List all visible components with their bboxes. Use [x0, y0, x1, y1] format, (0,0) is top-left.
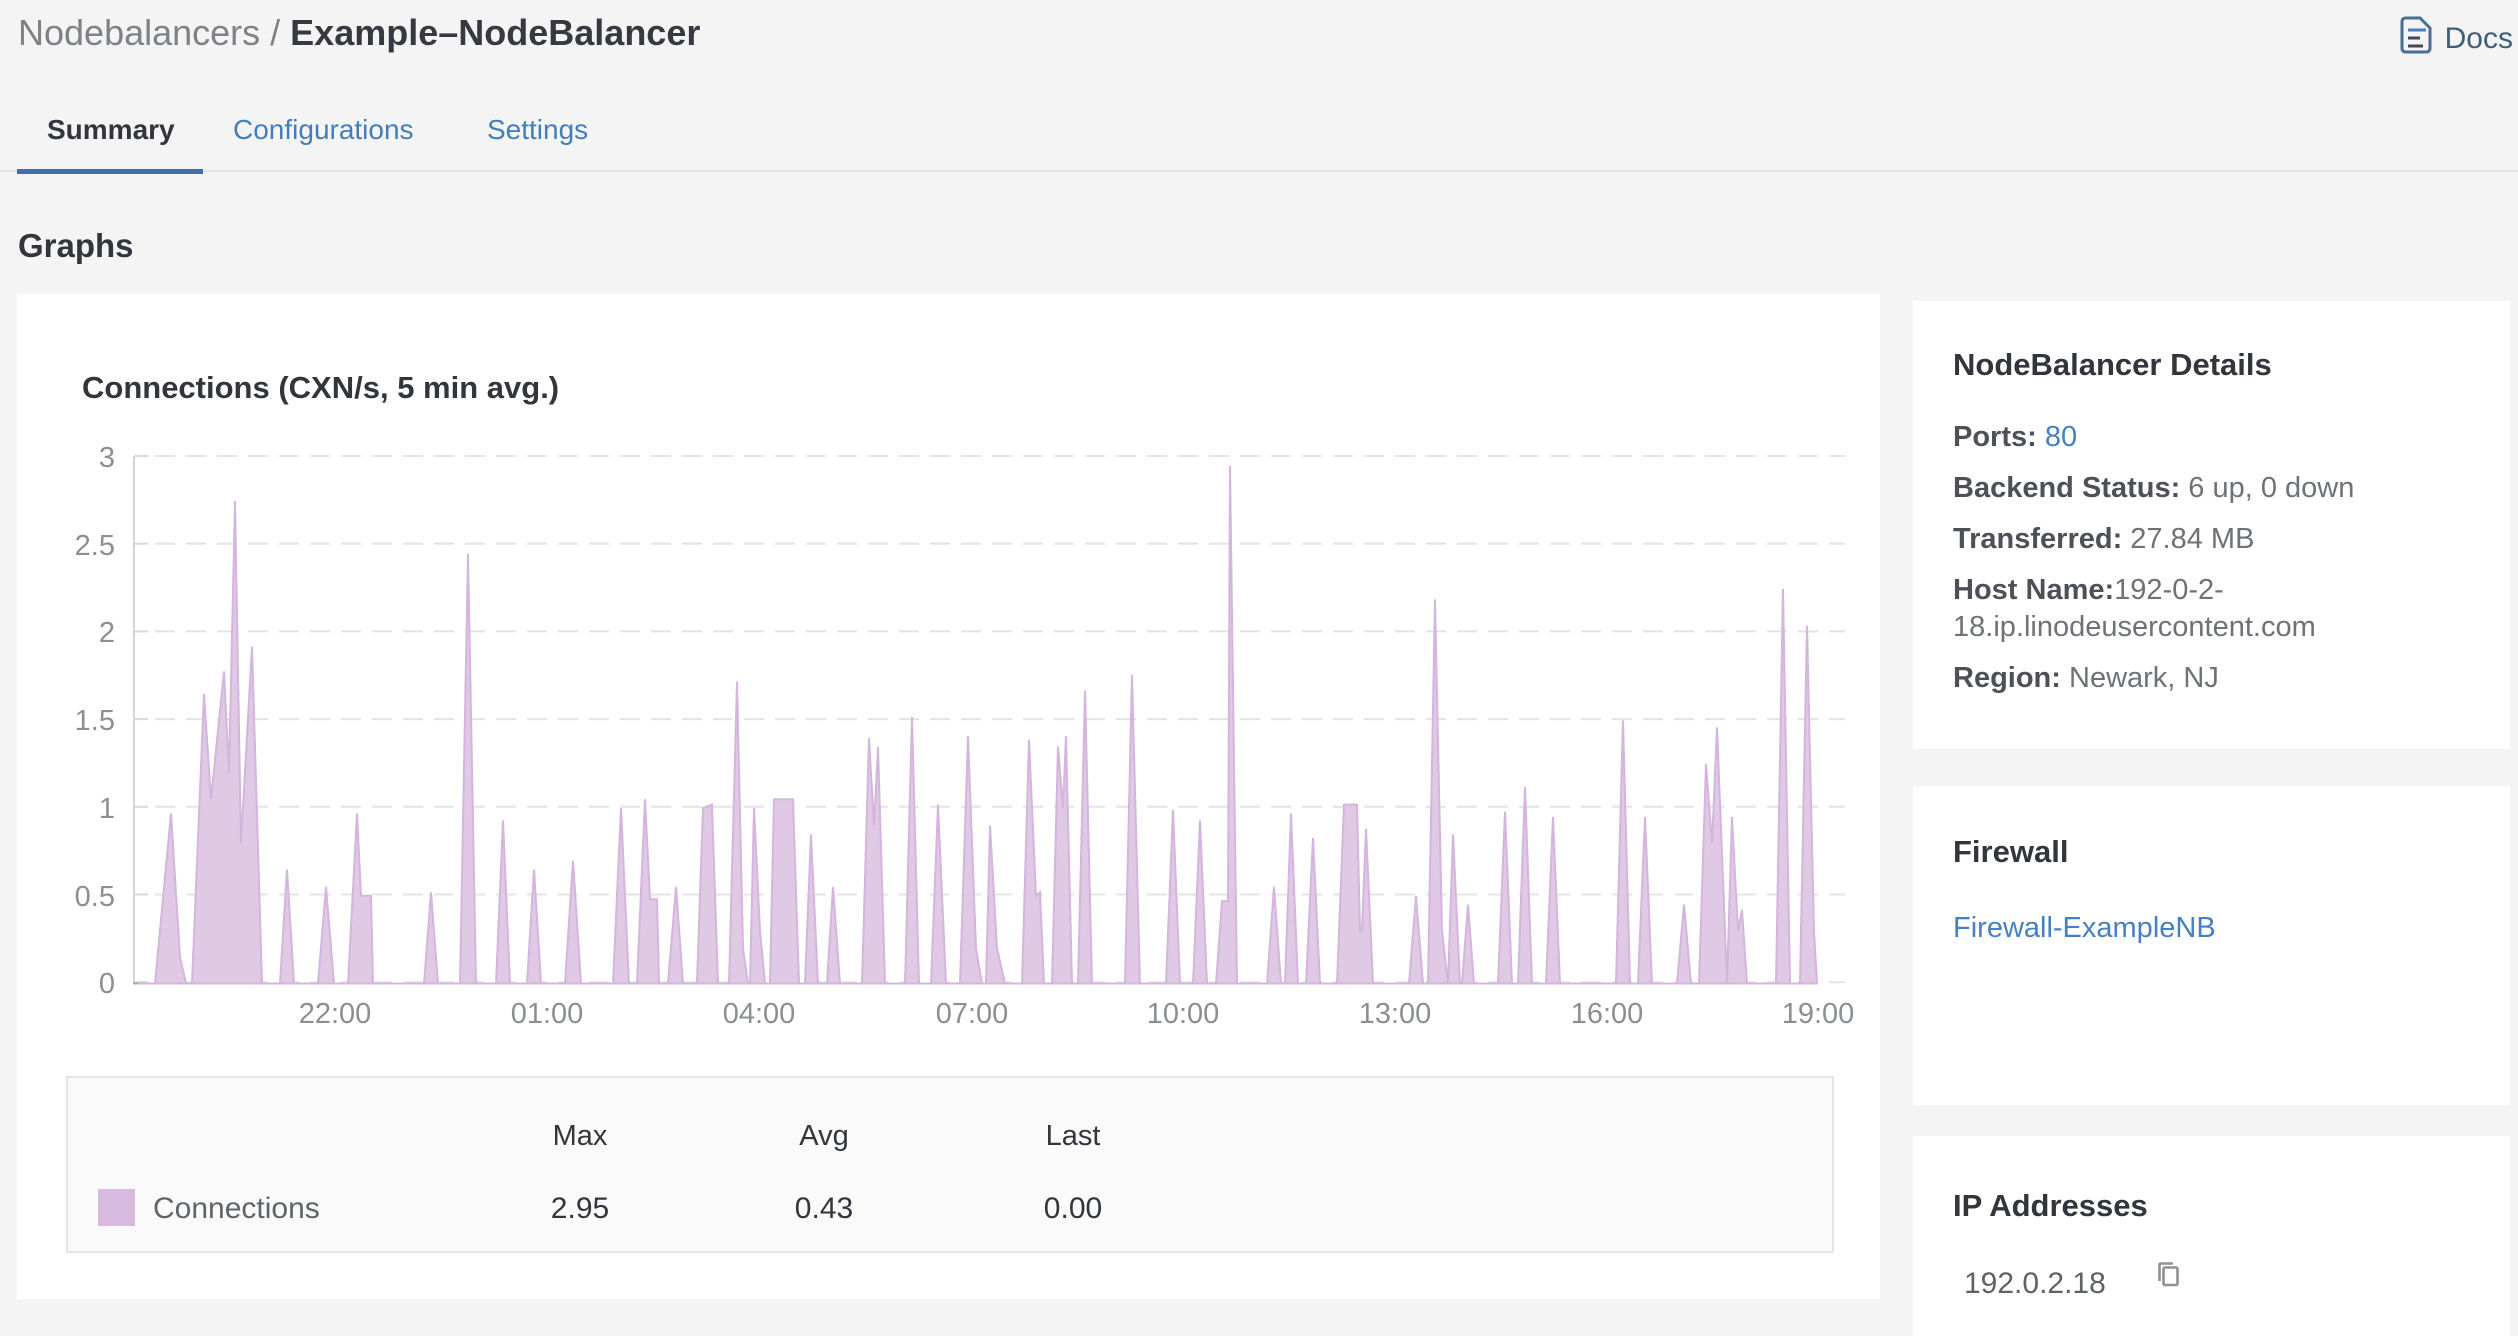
svg-text:22:00: 22:00 — [299, 998, 372, 1030]
svg-text:1: 1 — [99, 793, 115, 825]
svg-text:0.5: 0.5 — [75, 881, 115, 913]
svg-text:19:00: 19:00 — [1782, 998, 1855, 1030]
svg-text:1.5: 1.5 — [75, 705, 115, 737]
svg-text:16:00: 16:00 — [1571, 998, 1644, 1030]
svg-text:13:00: 13:00 — [1359, 998, 1432, 1030]
svg-text:0: 0 — [99, 968, 115, 1000]
svg-text:2: 2 — [99, 617, 115, 649]
svg-text:10:00: 10:00 — [1147, 998, 1220, 1030]
svg-text:07:00: 07:00 — [936, 998, 1009, 1030]
svg-text:2.5: 2.5 — [75, 530, 115, 562]
svg-text:01:00: 01:00 — [511, 998, 584, 1030]
svg-text:3: 3 — [99, 442, 115, 474]
svg-text:04:00: 04:00 — [723, 998, 796, 1030]
